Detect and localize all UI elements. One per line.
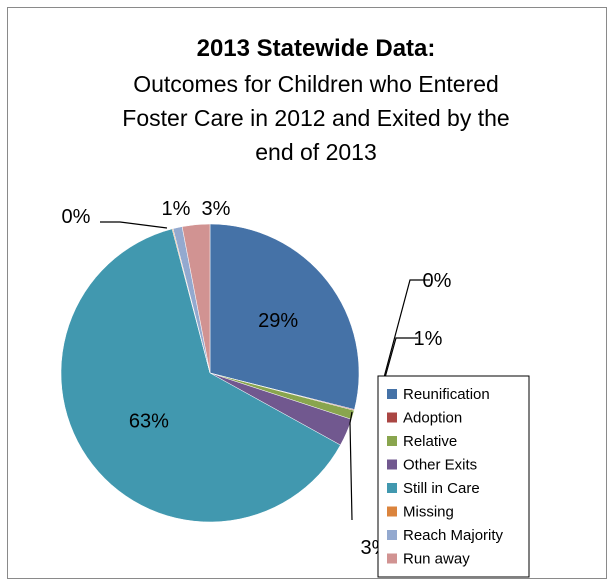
legend-swatch-other-exits [387,459,397,470]
legend-label-adoption: Adoption [403,410,462,427]
chart-subtitle-line-1: Outcomes for Children who Entered [133,71,499,97]
legend-swatch-adoption [387,412,397,423]
data-label-adoption: 0% [423,270,452,292]
pie-slices [60,223,360,523]
chart-subtitle-line-3: end of 2013 [255,139,377,165]
legend-swatch-missing [387,506,397,517]
leader-line-missing [100,221,168,229]
data-label-reach-majority: 1% [162,198,191,220]
pie-slice-still-in-care [60,228,341,523]
data-label-missing: 0% [62,206,91,228]
legend-swatch-reunification [387,389,397,399]
leader-line-other-exits [349,411,353,521]
legend-label-other-exits: Other Exits [403,457,477,474]
legend-swatch-still-in-care [387,483,397,493]
legend-swatch-relative [387,436,397,446]
legend-label-missing: Missing [403,504,454,521]
legend-swatch-run-away [387,553,397,564]
data-label-run-away: 3% [202,198,231,220]
data-label-reunification: 29% [258,310,298,332]
pie-slice-run-away [181,223,211,374]
legend-label-reunification: Reunification [403,386,490,403]
data-label-relative: 1% [414,328,443,350]
legend-label-reach-majority: Reach Majority [403,527,504,544]
legend: Reunification Adoption Relative Other Exits… [377,375,530,578]
legend-swatch-reach-majority [387,530,397,540]
leader-lines [100,221,430,521]
legend-label-relative: Relative [403,433,457,450]
legend-label-still-in-care: Still in Care [403,480,480,497]
legend-label-run-away: Run away [403,551,470,568]
slice-labels: 29%0%1%3%63%0% 1% 3% [62,198,452,559]
leader-line-relative [380,337,418,393]
chart-subtitle-line-2: Foster Care in 2012 and Exited by the [122,105,509,131]
chart-title: 2013 Statewide Data: [197,35,436,62]
data-label-still-in-care: 63% [129,411,169,433]
legend-box [377,375,530,578]
leader-line-adoption [381,279,430,386]
pie-slice-reunification [209,223,360,410]
